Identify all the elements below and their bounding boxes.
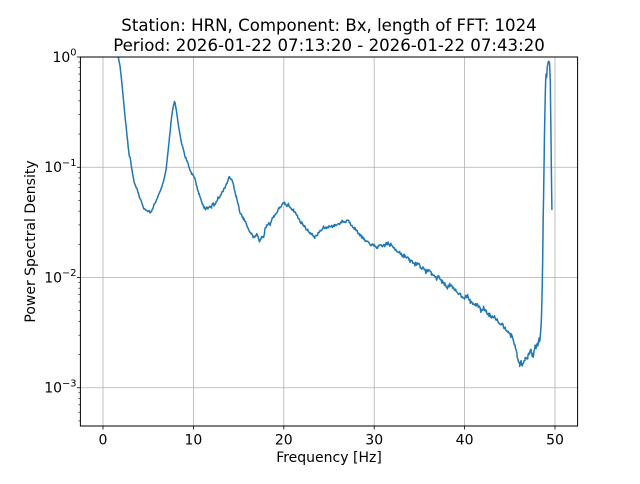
y-tick-label: 10−1: [44, 158, 76, 176]
x-tick-label: 0: [99, 433, 108, 449]
chart-title-line1: Station: HRN, Component: Bx, length of F…: [121, 16, 536, 35]
x-tick-label: 40: [456, 433, 474, 449]
x-tick-label: 10: [184, 433, 202, 449]
y-tick-label: 10−3: [44, 378, 76, 396]
x-tick-label: 20: [275, 433, 293, 449]
y-tick-label: 100: [52, 48, 76, 66]
x-axis-label: Frequency [Hz]: [276, 450, 382, 466]
x-tick-label: 30: [365, 433, 383, 449]
y-tick-label: 10−2: [44, 268, 76, 286]
tick-layer: [76, 56, 556, 430]
chart-title-line2: Period: 2026-01-22 07:13:20 - 2026-01-22…: [113, 36, 545, 55]
psd-curve: [117, 57, 553, 368]
y-tick-labels: 100 10−1 10−2 10−3: [44, 48, 76, 397]
plot-border: [79, 56, 579, 427]
grid-layer: [80, 56, 578, 426]
y-axis-label: Power Spectral Density: [23, 160, 39, 322]
x-tick-labels: 0 10 20 30 40 50: [99, 433, 564, 449]
x-tick-label: 50: [546, 433, 564, 449]
